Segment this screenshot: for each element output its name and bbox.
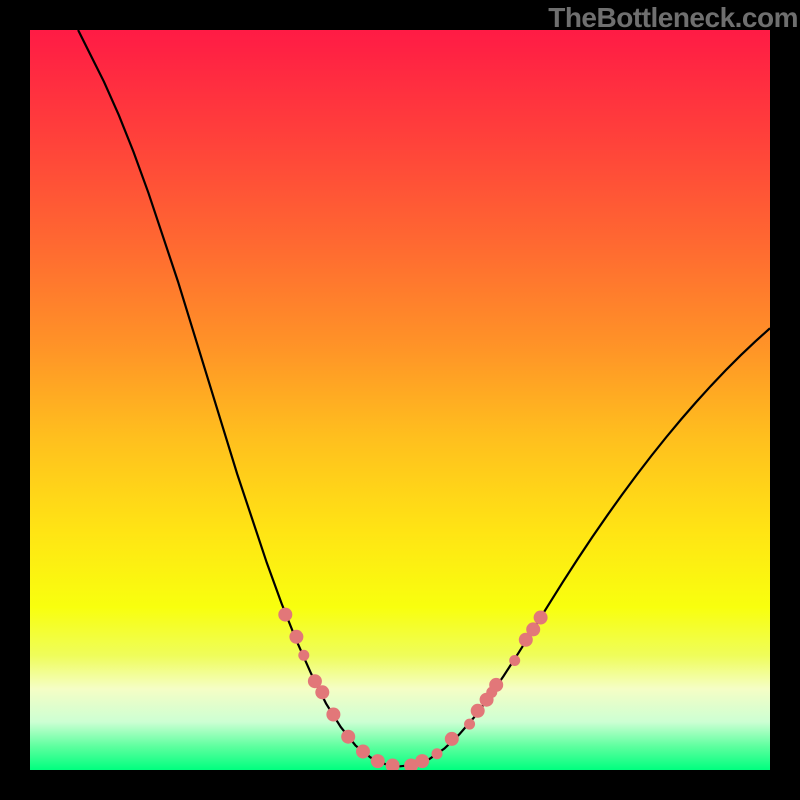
data-marker xyxy=(509,655,520,666)
bottleneck-chart xyxy=(0,0,800,800)
data-marker xyxy=(415,754,429,768)
data-marker xyxy=(526,622,540,636)
data-marker xyxy=(326,708,340,722)
data-marker xyxy=(298,650,309,661)
data-marker xyxy=(471,704,485,718)
data-marker xyxy=(489,678,503,692)
data-marker xyxy=(534,611,548,625)
data-marker xyxy=(289,630,303,644)
data-marker xyxy=(371,754,385,768)
data-marker xyxy=(278,608,292,622)
gradient-background xyxy=(30,30,770,770)
data-marker xyxy=(464,719,475,730)
data-marker xyxy=(341,730,355,744)
data-marker xyxy=(315,685,329,699)
data-marker xyxy=(356,745,370,759)
data-marker xyxy=(432,748,443,759)
data-marker xyxy=(445,732,459,746)
